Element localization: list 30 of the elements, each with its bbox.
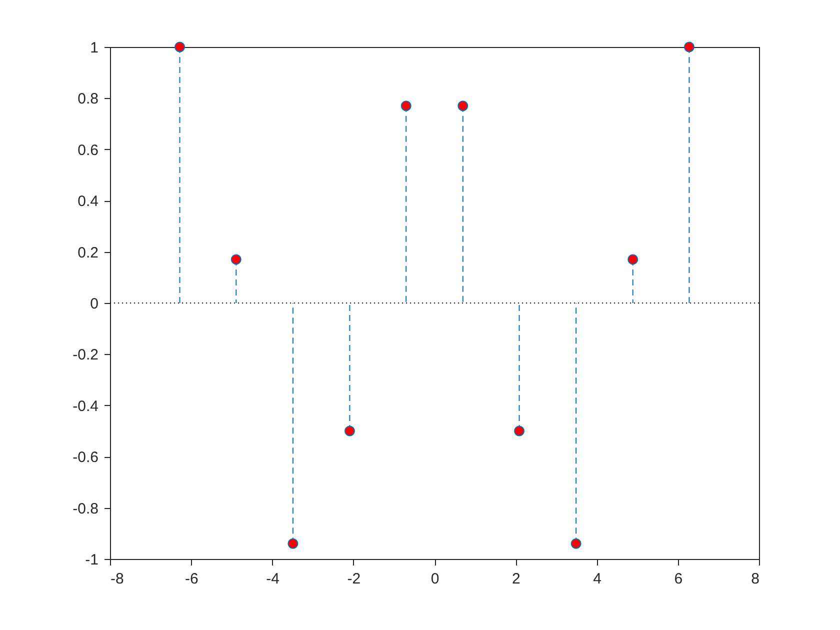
- y-tick-label: 0: [90, 296, 98, 312]
- y-tick-label: 0.6: [78, 142, 98, 159]
- point: [344, 426, 355, 436]
- x-tick-label: -6: [184, 570, 198, 588]
- y-tick-label: 1: [90, 40, 98, 56]
- x-tick-label: -4: [266, 570, 280, 588]
- y-tick-label: -0.6: [72, 449, 98, 466]
- y-tick-label: 0.2: [78, 244, 98, 262]
- x-tick-label: 6: [674, 570, 683, 588]
- point: [174, 42, 186, 52]
- point: [288, 538, 298, 549]
- x-tick-label: 4: [593, 570, 602, 588]
- x-tick-label: 8: [751, 570, 760, 588]
- point: [514, 426, 525, 436]
- x-tick-label: 2: [512, 570, 520, 588]
- y-tick-label: -0.2: [72, 346, 98, 364]
- point: [400, 100, 412, 112]
- point: [230, 254, 242, 265]
- x-tick-label: -2: [347, 570, 361, 588]
- y-tick-label: -0.4: [72, 398, 98, 415]
- point: [570, 538, 582, 549]
- y-tick-label: -1: [85, 552, 98, 568]
- point: [458, 100, 468, 112]
- y-tick-label: -0.8: [72, 500, 98, 518]
- point: [684, 42, 694, 52]
- y-tick-label: 0.8: [78, 90, 98, 108]
- point: [628, 254, 638, 265]
- y-tick-label: 0.4: [78, 193, 98, 210]
- x-tick-label: -8: [110, 570, 124, 588]
- x-tick-label: 0: [430, 570, 440, 588]
